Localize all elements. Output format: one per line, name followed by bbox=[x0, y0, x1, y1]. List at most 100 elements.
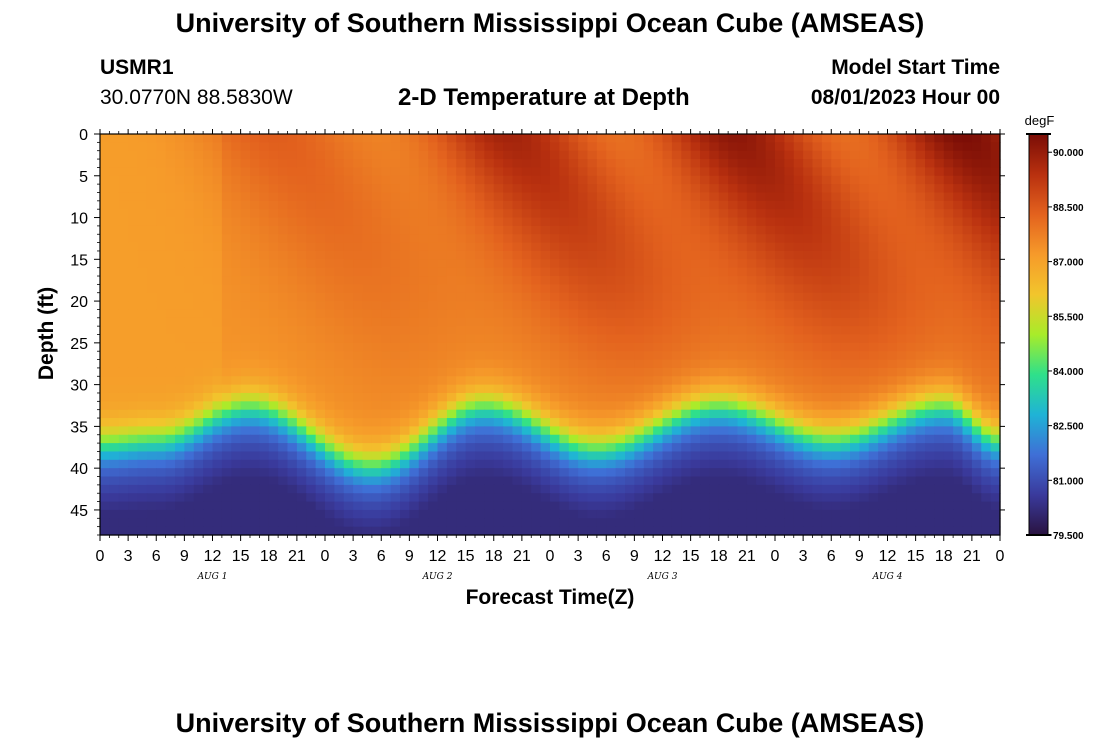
heatmap-cell bbox=[831, 367, 842, 377]
heatmap-cell bbox=[803, 259, 814, 269]
heatmap-cell bbox=[803, 359, 814, 369]
heatmap-cell bbox=[878, 317, 889, 327]
heatmap-cell bbox=[784, 292, 795, 302]
heatmap-cell bbox=[587, 518, 598, 528]
heatmap-cell bbox=[418, 184, 429, 194]
heatmap-cell bbox=[137, 501, 148, 511]
heatmap-cell bbox=[400, 175, 410, 185]
heatmap-cell bbox=[878, 476, 889, 486]
heatmap-cell bbox=[915, 518, 926, 528]
heatmap-cell bbox=[184, 267, 195, 277]
heatmap-cell bbox=[681, 142, 692, 152]
heatmap-cell bbox=[718, 376, 729, 386]
heatmap-cell bbox=[240, 359, 251, 369]
heatmap-cell bbox=[803, 468, 814, 478]
heatmap-cell bbox=[446, 159, 457, 169]
x-tick-label: 3 bbox=[349, 548, 358, 565]
heatmap-cell bbox=[212, 209, 223, 219]
heatmap-cell bbox=[259, 367, 270, 377]
heatmap-cell bbox=[315, 142, 326, 152]
chart-subtitle: 2-D Temperature at Depth bbox=[398, 84, 690, 111]
heatmap-cell bbox=[353, 326, 364, 336]
heatmap-cell bbox=[878, 142, 889, 152]
heatmap-cell bbox=[475, 284, 485, 294]
heatmap-cell bbox=[484, 317, 495, 327]
heatmap-cell bbox=[325, 443, 335, 453]
heatmap-cell bbox=[906, 167, 917, 177]
heatmap-cell bbox=[203, 409, 214, 419]
heatmap-cell bbox=[156, 509, 167, 519]
heatmap-cell bbox=[306, 276, 317, 285]
heatmap-cell bbox=[437, 134, 448, 143]
heatmap-cell bbox=[587, 317, 598, 327]
heatmap-cell bbox=[596, 225, 607, 235]
heatmap-cell bbox=[962, 150, 973, 160]
heatmap-cell bbox=[868, 301, 879, 311]
heatmap-cell bbox=[184, 192, 195, 202]
heatmap-cell bbox=[381, 209, 392, 219]
heatmap-cell bbox=[962, 326, 973, 336]
heatmap-cell bbox=[615, 409, 626, 419]
heatmap-cell bbox=[943, 526, 954, 536]
heatmap-cell bbox=[662, 326, 673, 336]
heatmap-cell bbox=[878, 326, 889, 336]
heatmap-cell bbox=[456, 209, 467, 219]
heatmap-cell bbox=[793, 409, 804, 419]
x-tick-label: 6 bbox=[602, 548, 611, 565]
heatmap-cell bbox=[578, 242, 589, 252]
heatmap-cell bbox=[503, 184, 514, 194]
heatmap-cell bbox=[165, 234, 176, 244]
heatmap-cell bbox=[840, 451, 851, 461]
heatmap-cell bbox=[128, 334, 139, 344]
heatmap-cell bbox=[203, 451, 214, 461]
heatmap-cell bbox=[315, 401, 326, 411]
heatmap-cell bbox=[690, 309, 701, 319]
heatmap-cell bbox=[156, 267, 167, 277]
heatmap-cell bbox=[315, 493, 326, 503]
heatmap-cell bbox=[568, 484, 579, 494]
heatmap-cell bbox=[831, 175, 842, 185]
heatmap-cell bbox=[559, 476, 570, 486]
heatmap-cell bbox=[709, 309, 720, 319]
heatmap-cell bbox=[990, 250, 1001, 260]
heatmap-cell bbox=[315, 301, 326, 311]
heatmap-cell bbox=[681, 242, 692, 252]
heatmap-cell bbox=[587, 276, 598, 285]
heatmap-cell bbox=[437, 334, 448, 344]
heatmap-cell bbox=[662, 234, 673, 244]
heatmap-cell bbox=[353, 192, 364, 202]
heatmap-cell bbox=[906, 192, 917, 202]
heatmap-cell bbox=[868, 443, 879, 453]
heatmap-cell bbox=[615, 259, 626, 269]
heatmap-cell bbox=[653, 418, 664, 427]
heatmap-cell bbox=[156, 384, 167, 394]
heatmap-cell bbox=[165, 367, 176, 377]
heatmap-cell bbox=[203, 426, 214, 436]
heatmap-cell bbox=[821, 518, 832, 528]
heatmap-cell bbox=[746, 175, 757, 185]
heatmap-cell bbox=[934, 259, 945, 269]
heatmap-cell bbox=[400, 367, 410, 377]
heatmap-cell bbox=[915, 351, 926, 361]
heatmap-cell bbox=[662, 443, 673, 453]
heatmap-cell bbox=[625, 317, 635, 327]
heatmap-cell bbox=[634, 242, 645, 252]
heatmap-cell bbox=[784, 301, 795, 311]
heatmap-cell bbox=[175, 134, 185, 143]
heatmap-cell bbox=[700, 418, 710, 427]
heatmap-cell bbox=[681, 518, 692, 528]
heatmap-cell bbox=[512, 367, 523, 377]
heatmap-cell bbox=[175, 309, 185, 319]
heatmap-cell bbox=[503, 418, 514, 427]
heatmap-cell bbox=[231, 317, 242, 327]
heatmap-cell bbox=[728, 451, 739, 461]
heatmap-cell bbox=[859, 409, 870, 419]
heatmap-cell bbox=[118, 250, 129, 260]
heatmap-cell bbox=[362, 159, 373, 169]
heatmap-cell bbox=[746, 184, 757, 194]
heatmap-cell bbox=[550, 175, 560, 185]
heatmap-cell bbox=[634, 434, 645, 444]
heatmap-cell bbox=[662, 175, 673, 185]
heatmap-cell bbox=[240, 326, 251, 336]
heatmap-cell bbox=[437, 317, 448, 327]
